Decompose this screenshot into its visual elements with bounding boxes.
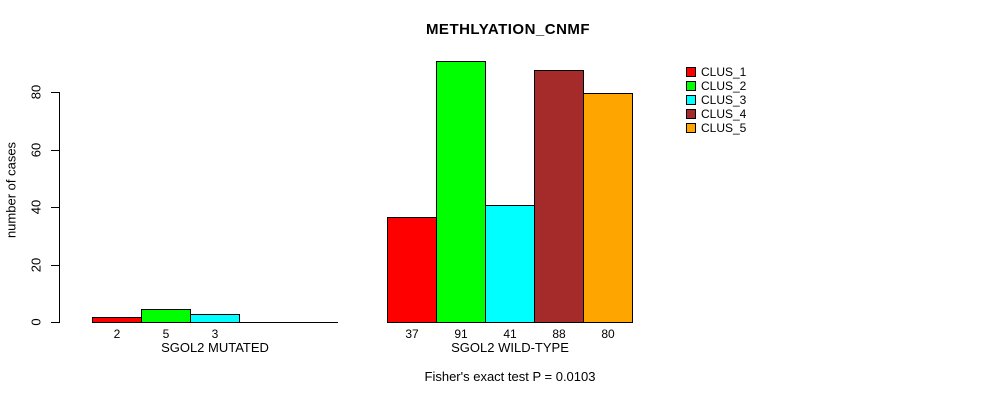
bar-clus_1-sgol2-mutated [92, 317, 142, 323]
legend-swatch-clus_4 [686, 109, 696, 119]
legend-label: CLUS_5 [701, 121, 747, 135]
y-tick-mark [51, 265, 59, 266]
bar-value-label: 91 [454, 327, 468, 341]
legend-swatch-clus_2 [686, 81, 696, 91]
legend-row-clus_1: CLUS_1 [686, 65, 746, 79]
bar-clus_3-sgol2-wild-type [485, 205, 535, 323]
legend-label: CLUS_1 [701, 65, 747, 79]
legend-swatch-clus_1 [686, 67, 696, 77]
y-tick-label: 0 [28, 318, 44, 326]
legend-swatch-clus_5 [686, 123, 696, 133]
bar-value-label: 37 [405, 327, 419, 341]
legend-label: CLUS_2 [701, 79, 747, 93]
bar-value-label: 5 [162, 327, 170, 341]
bar-value-label: 3 [211, 327, 219, 341]
legend-swatch-clus_3 [686, 95, 696, 105]
legend: CLUS_1 CLUS_2 CLUS_3 CLUS_4 CLUS_5 [686, 65, 746, 135]
bar-clus_2-sgol2-mutated [141, 309, 191, 323]
legend-row-clus_4: CLUS_4 [686, 107, 746, 121]
y-tick-mark [51, 92, 59, 93]
bar-clus_5-sgol2-wild-type [583, 93, 633, 323]
chart-title: METHLYATION_CNMF [425, 21, 591, 38]
bar-clus_4-sgol2-wild-type [534, 70, 584, 323]
legend-label: CLUS_4 [701, 107, 747, 121]
y-axis-line [59, 92, 60, 323]
bar-clus_3-sgol2-mutated [190, 314, 240, 323]
bar-clus_1-sgol2-wild-type [387, 217, 437, 323]
y-tick-label: 40 [28, 199, 44, 215]
bar-clus_2-sgol2-wild-type [436, 61, 486, 323]
bar-value-label: 80 [601, 327, 615, 341]
group-label-sgol2-wild-type: SGOL2 WILD-TYPE [451, 340, 569, 355]
bar-value-label: 88 [552, 327, 566, 341]
bar-value-label: 41 [503, 327, 517, 341]
y-tick-label: 60 [28, 142, 44, 158]
y-tick-label: 80 [28, 84, 44, 100]
y-tick-mark [51, 207, 59, 208]
legend-row-clus_5: CLUS_5 [686, 121, 746, 135]
y-tick-mark [51, 322, 59, 323]
y-tick-mark [51, 150, 59, 151]
bar-value-label: 2 [113, 327, 121, 341]
y-tick-label: 20 [28, 257, 44, 273]
legend-label: CLUS_3 [701, 93, 747, 107]
group-label-sgol2-mutated: SGOL2 MUTATED [161, 340, 269, 355]
legend-row-clus_3: CLUS_3 [686, 93, 746, 107]
fishers-exact-test-annotation: Fisher's exact test P = 0.0103 [424, 369, 596, 384]
legend-row-clus_2: CLUS_2 [686, 79, 746, 93]
